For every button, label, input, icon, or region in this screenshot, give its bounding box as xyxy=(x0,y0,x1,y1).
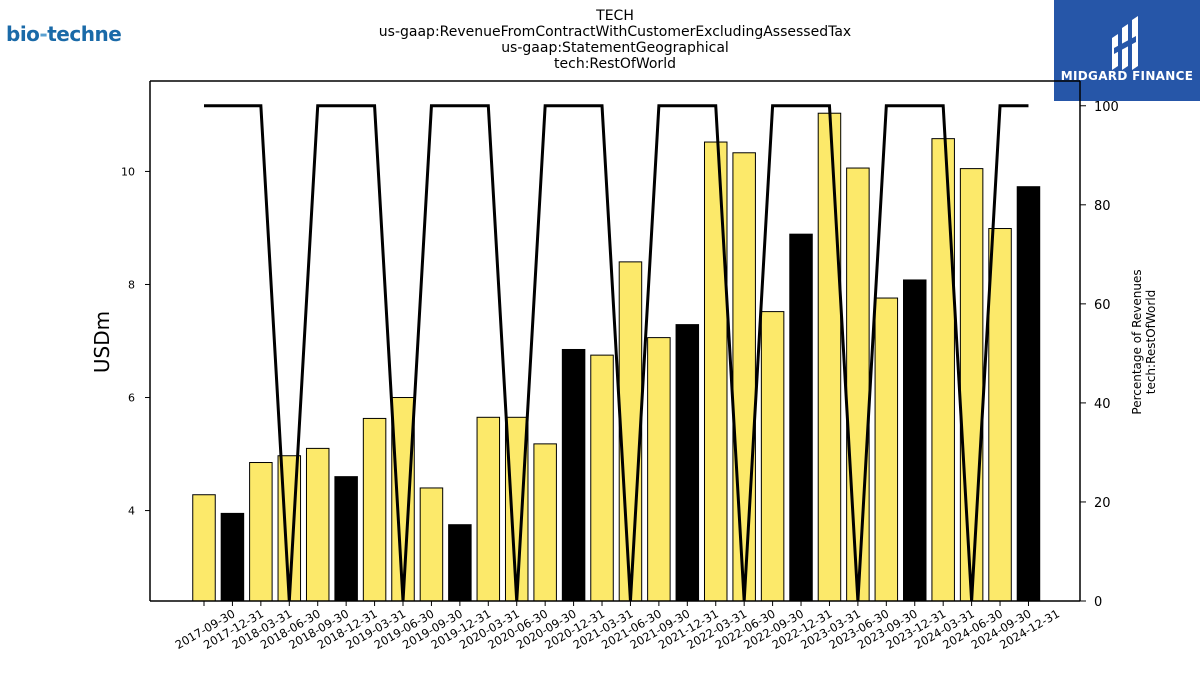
y-left-tick-label: 4 xyxy=(128,505,135,518)
y-right-tick-label: 100 xyxy=(1094,100,1119,115)
bar-2017-09-30 xyxy=(192,494,216,602)
bar-2022-06-30 xyxy=(732,152,756,602)
y-axis-left-ticks: 4 6 8 10 xyxy=(121,165,150,518)
bar-2023-09-30 xyxy=(874,297,899,602)
chart-title: TECH us-gaap:RevenueFromContractWithCust… xyxy=(379,8,851,72)
title-line-2: us-gaap:RevenueFromContractWithCustomerE… xyxy=(379,24,851,40)
y-right-tick-label: 60 xyxy=(1094,298,1111,313)
bar-2018-12-31 xyxy=(334,476,358,602)
bar-2019-03-31 xyxy=(362,417,387,602)
bar-2020-12-31 xyxy=(561,348,586,602)
bar-2020-09-30 xyxy=(533,443,557,602)
bar-2022-03-31 xyxy=(703,141,728,602)
bar-2023-06-30 xyxy=(846,167,870,602)
bar-2018-09-30 xyxy=(305,447,330,602)
bar-2023-12-31 xyxy=(903,279,927,602)
y-axis-label-left: USDm xyxy=(90,311,114,373)
bar-2020-03-31 xyxy=(476,416,501,602)
bar-2021-03-31 xyxy=(590,354,614,602)
midgard-finance-label: MIDGARD FINANCE xyxy=(1060,69,1194,83)
y-right-tick-label: 20 xyxy=(1094,496,1111,511)
y-axis-right-ticks: 0 20 40 60 80 100 xyxy=(1080,100,1119,610)
bio-techne-logo: bio-techne xyxy=(6,22,122,46)
bar-2017-12-31 xyxy=(220,512,245,602)
title-line-1: TECH xyxy=(595,8,634,24)
bar-2024-09-30 xyxy=(988,228,1012,602)
bar-2019-12-31 xyxy=(448,524,472,602)
bar-2021-09-30 xyxy=(647,337,671,602)
bar-2019-06-30 xyxy=(391,397,415,602)
title-line-4: tech:RestOfWorld xyxy=(554,56,676,72)
bar-2024-12-31 xyxy=(1016,186,1041,602)
y-right-tick-label: 40 xyxy=(1094,397,1111,412)
y-axis-label-right-line1: Percentage of Revenues xyxy=(1130,269,1144,414)
percentage-line xyxy=(204,104,1029,602)
y-right-tick-label: 80 xyxy=(1094,199,1111,214)
bar-2024-06-30 xyxy=(959,168,984,602)
bar-2019-09-30 xyxy=(419,487,444,602)
x-axis-ticks: 2017-09-302017-12-312018-03-312018-06-30… xyxy=(173,601,1062,652)
y-axis-label-right-line2: tech:RestOfWorld xyxy=(1144,290,1158,395)
bar-2021-06-30 xyxy=(618,261,643,602)
bar-2022-09-30 xyxy=(760,311,785,602)
y-right-tick-label: 0 xyxy=(1094,595,1102,610)
y-left-tick-label: 6 xyxy=(128,392,135,405)
bar-2022-12-31 xyxy=(789,233,813,602)
midgard-emblem-icon xyxy=(1112,16,1138,70)
bar-2018-03-31 xyxy=(249,462,273,602)
midgard-finance-logo: MIDGARD FINANCE xyxy=(1054,0,1200,101)
bar-2021-12-31 xyxy=(675,324,700,602)
bar-2023-03-31 xyxy=(817,112,842,602)
y-left-tick-label: 8 xyxy=(128,278,135,291)
bar-2024-03-31 xyxy=(931,138,955,602)
title-line-3: us-gaap:StatementGeographical xyxy=(501,40,729,56)
axes xyxy=(149,80,1081,602)
y-left-tick-label: 10 xyxy=(121,165,135,178)
